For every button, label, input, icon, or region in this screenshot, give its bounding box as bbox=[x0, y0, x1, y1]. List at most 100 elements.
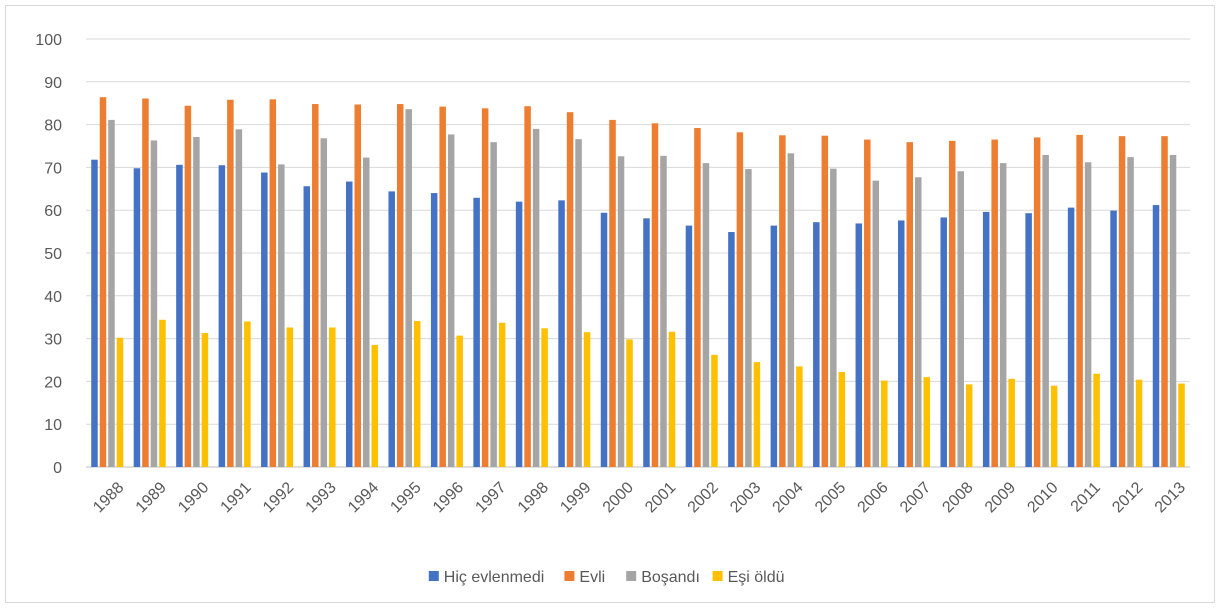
legend-swatch bbox=[564, 571, 575, 581]
x-tick-label: 2004 bbox=[770, 479, 807, 516]
x-tick-label: 2012 bbox=[1109, 479, 1146, 516]
bar-hi-evlenmedi-2008 bbox=[940, 217, 947, 467]
x-tick-label: 1988 bbox=[90, 479, 127, 516]
x-tick-label: 2005 bbox=[812, 479, 849, 516]
bar-hi-evlenmedi-2012 bbox=[1110, 210, 1117, 468]
bar-bo-and--2007 bbox=[915, 177, 922, 467]
y-tick-label: 70 bbox=[44, 160, 62, 177]
bar-bo-and--1998 bbox=[532, 128, 540, 467]
bar-evli-2002 bbox=[694, 128, 701, 468]
bar-evli-2013 bbox=[1161, 136, 1168, 467]
bar-bo-and--1992 bbox=[278, 164, 285, 468]
bar-evli-2000 bbox=[609, 119, 616, 467]
bar-e-i-ld--1988 bbox=[116, 337, 124, 467]
bar-evli-1992 bbox=[269, 99, 277, 468]
bar-hi-evlenmedi-2000 bbox=[600, 212, 608, 467]
legend-label: Eşi öldü bbox=[728, 569, 785, 586]
bar-e-i-ld--1997 bbox=[498, 322, 506, 467]
x-tick-label: 2002 bbox=[685, 479, 722, 516]
x-axis-ticks: 1988 1989 1990 1991 1992 1993 1994 1995 1996 1997… bbox=[90, 479, 1189, 516]
bar-hi-evlenmedi-1999 bbox=[558, 200, 565, 467]
bar-hi-evlenmedi-1990 bbox=[176, 164, 183, 467]
bar-e-i-ld--1990 bbox=[201, 333, 209, 467]
bar-e-i-ld--1991 bbox=[244, 321, 251, 467]
bar-hi-evlenmedi-1988 bbox=[91, 159, 98, 468]
y-tick-label: 20 bbox=[44, 374, 62, 391]
bar-e-i-ld--2009 bbox=[1008, 378, 1015, 467]
bar-bo-and--1995 bbox=[405, 109, 412, 467]
bar-bo-and--2001 bbox=[660, 155, 667, 467]
bar-e-i-ld--1994 bbox=[371, 345, 378, 467]
bar-bo-and--2012 bbox=[1127, 157, 1134, 468]
y-tick-label: 50 bbox=[44, 246, 62, 263]
legend: Hiç evlenmedi Evli Boşandı Eşi öldü bbox=[428, 569, 785, 586]
x-tick-label: 2006 bbox=[855, 479, 892, 516]
bar-e-i-ld--1993 bbox=[329, 327, 336, 467]
y-tick-label: 10 bbox=[44, 417, 62, 434]
bars bbox=[91, 97, 1185, 468]
bar-evli-2003 bbox=[736, 132, 744, 467]
bar-hi-evlenmedi-2013 bbox=[1152, 205, 1160, 467]
bar-evli-2010 bbox=[1033, 137, 1041, 467]
bar-e-i-ld--2000 bbox=[626, 339, 633, 467]
bar-bo-and--1993 bbox=[320, 138, 328, 467]
bar-hi-evlenmedi-1998 bbox=[515, 201, 523, 467]
gridlines bbox=[86, 38, 1190, 468]
bar-evli-2009 bbox=[991, 139, 998, 467]
x-tick-label: 1991 bbox=[218, 479, 255, 516]
bar-e-i-ld--2007 bbox=[923, 377, 930, 467]
bar-e-i-ld--2013 bbox=[1178, 383, 1185, 467]
x-tick-label: 2010 bbox=[1024, 479, 1061, 516]
bar-evli-1997 bbox=[481, 108, 489, 467]
bar-hi-evlenmedi-1991 bbox=[218, 165, 226, 467]
bar-bo-and--1991 bbox=[235, 129, 243, 468]
bar-hi-evlenmedi-2006 bbox=[855, 223, 863, 467]
x-tick-label: 2008 bbox=[939, 479, 976, 516]
bar-hi-evlenmedi-2001 bbox=[643, 218, 650, 467]
bar-bo-and--1988 bbox=[108, 119, 115, 467]
bar-bo-and--2003 bbox=[745, 169, 752, 467]
bar-bo-and--2008 bbox=[957, 171, 964, 467]
legend-swatch bbox=[428, 571, 439, 581]
bar-bo-and--1989 bbox=[150, 140, 158, 467]
bar-bo-and--1996 bbox=[447, 134, 455, 467]
bar-e-i-ld--1992 bbox=[286, 327, 294, 467]
bar-evli-2008 bbox=[948, 140, 956, 467]
bar-hi-evlenmedi-1996 bbox=[430, 193, 438, 467]
bar-e-i-ld--2006 bbox=[881, 380, 888, 467]
x-tick-label: 2001 bbox=[642, 479, 679, 516]
y-tick-label: 60 bbox=[44, 203, 62, 220]
x-tick-label: 1990 bbox=[175, 479, 212, 516]
bar-bo-and--2011 bbox=[1084, 162, 1092, 468]
bar-evli-2012 bbox=[1118, 136, 1126, 467]
legend-label: Evli bbox=[579, 569, 605, 586]
bar-evli-2006 bbox=[864, 139, 871, 467]
bar-hi-evlenmedi-2002 bbox=[685, 225, 693, 467]
bar-evli-2005 bbox=[821, 135, 829, 467]
y-axis-ticks: 0 10 20 30 40 50 60 70 80 90 100 bbox=[35, 32, 62, 477]
bar-e-i-ld--2005 bbox=[838, 371, 846, 467]
x-tick-label: 1992 bbox=[260, 479, 297, 516]
x-tick-label: 1998 bbox=[515, 479, 552, 516]
bar-evli-1988 bbox=[99, 97, 107, 467]
bar-e-i-ld--1998 bbox=[541, 328, 548, 467]
legend-swatch bbox=[626, 571, 637, 581]
bar-hi-evlenmedi-1992 bbox=[261, 172, 268, 467]
bar-hi-evlenmedi-1994 bbox=[346, 181, 353, 468]
x-tick-label: 2000 bbox=[600, 479, 637, 516]
bar-evli-2011 bbox=[1076, 134, 1083, 467]
x-tick-label: 1993 bbox=[303, 479, 340, 516]
bar-bo-and--1990 bbox=[193, 137, 200, 467]
bar-e-i-ld--1999 bbox=[583, 332, 591, 467]
bar-evli-1989 bbox=[142, 98, 149, 467]
x-tick-label: 1999 bbox=[557, 479, 594, 516]
x-tick-label: 1997 bbox=[472, 479, 509, 516]
bar-bo-and--1997 bbox=[490, 142, 497, 467]
y-tick-label: 80 bbox=[44, 118, 62, 135]
x-tick-label: 1994 bbox=[345, 479, 382, 516]
bar-hi-evlenmedi-2003 bbox=[728, 232, 735, 467]
bar-evli-1991 bbox=[227, 99, 234, 467]
bar-evli-1999 bbox=[566, 112, 574, 468]
x-tick-label: 2003 bbox=[727, 479, 764, 516]
